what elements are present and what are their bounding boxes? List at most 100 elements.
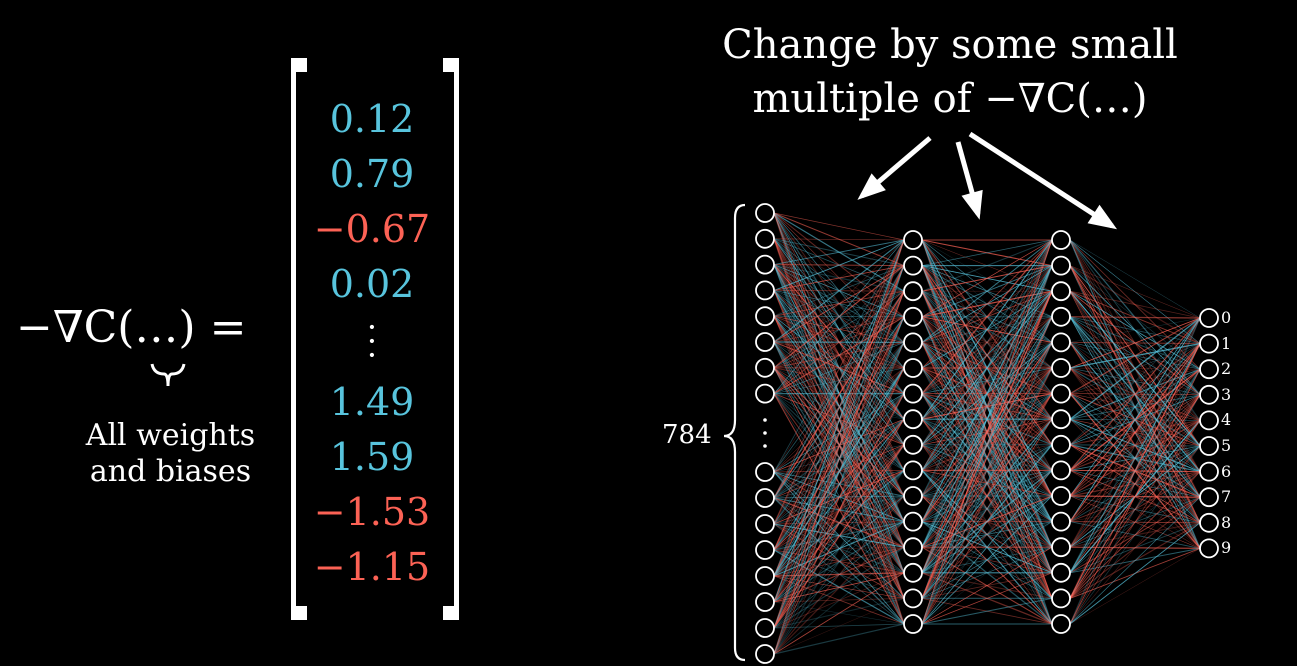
neuron (1051, 588, 1071, 609)
neuron (755, 488, 775, 508)
vector-entry: 0.02 (329, 262, 415, 306)
vector-entry: −1.53 (313, 490, 431, 534)
connection (773, 315, 905, 497)
neuron (903, 281, 923, 302)
connection (773, 342, 905, 603)
output-digit-label: 8 (1221, 512, 1232, 532)
connection (921, 239, 1053, 395)
input-count-label: 784 (662, 420, 712, 450)
connection (773, 342, 905, 394)
connection (773, 341, 905, 471)
neuron (903, 588, 923, 609)
arrow-head-icon (857, 173, 886, 200)
connection (1069, 343, 1201, 599)
connection (921, 393, 1053, 625)
output-layer (1199, 308, 1219, 559)
neuron (1051, 332, 1071, 353)
neuron (1051, 255, 1071, 276)
neuron (755, 280, 775, 301)
connection (773, 239, 905, 629)
neuron (903, 255, 923, 276)
hidden-layer-2 (1051, 230, 1071, 634)
connection (921, 393, 1053, 574)
caption-line-2: and biases (89, 454, 252, 489)
neuron (903, 358, 923, 378)
output-digit-label: 5 (1221, 436, 1232, 455)
neuron (1051, 614, 1071, 634)
neuron (903, 486, 923, 506)
connection (773, 239, 905, 577)
connection (921, 265, 1053, 522)
connection (773, 393, 905, 655)
input-ellipsis (763, 418, 767, 448)
connection (773, 238, 905, 241)
neuron (903, 537, 923, 558)
vector-entry: 0.79 (329, 152, 415, 196)
connection (921, 290, 1053, 471)
connection (773, 367, 905, 599)
connection (773, 521, 905, 655)
input-layer (755, 203, 775, 664)
connection (1069, 290, 1201, 370)
connection (1069, 394, 1201, 625)
connection (773, 316, 905, 577)
vector-entry: 0.12 (329, 97, 415, 141)
neuron (1051, 434, 1071, 455)
connection (773, 393, 905, 523)
vector-entry: −0.67 (313, 207, 431, 251)
neuron (755, 566, 775, 586)
neuron (1199, 436, 1219, 456)
neuron (755, 254, 775, 275)
connection (773, 239, 905, 473)
connection (773, 316, 905, 629)
connection (773, 598, 905, 655)
connection (773, 239, 905, 291)
connection (921, 265, 1053, 625)
output-digit-label: 2 (1221, 359, 1232, 379)
connection (1069, 317, 1201, 446)
connection (1069, 316, 1201, 344)
connection (921, 521, 1053, 625)
connection (1069, 369, 1201, 522)
neuron (1199, 333, 1219, 354)
connection (773, 291, 905, 655)
connection (1069, 317, 1201, 343)
connection (1069, 317, 1201, 420)
connection (921, 470, 1053, 599)
neuron (1051, 486, 1071, 506)
connection (1069, 420, 1201, 625)
connection (921, 444, 1053, 625)
neuron (1051, 281, 1071, 302)
connection (921, 419, 1053, 625)
neuron (903, 511, 923, 532)
connection (921, 239, 1053, 420)
neuron (1051, 230, 1071, 250)
neuron (1199, 461, 1219, 482)
connection (773, 316, 905, 625)
connection (773, 367, 905, 625)
vector-entry: 1.49 (329, 380, 415, 424)
connection (773, 546, 905, 655)
arrow-head-icon (1087, 204, 1118, 230)
vector-entry: −1.15 (313, 545, 431, 589)
underbrace-icon (150, 363, 186, 387)
neuron (1051, 358, 1071, 378)
connection (921, 239, 1053, 369)
neuron (1051, 511, 1071, 532)
connection (773, 419, 905, 655)
output-digit-label: 7 (1221, 487, 1232, 507)
input-brace-icon (723, 203, 746, 662)
connection (921, 239, 1053, 548)
right-bracket (443, 58, 459, 620)
connection (1069, 317, 1201, 548)
title-line-1: Change by some small (722, 22, 1178, 68)
connection (1069, 317, 1201, 497)
connection (1069, 265, 1201, 319)
connection (773, 572, 905, 629)
output-digit-label: 6 (1221, 461, 1232, 481)
connection (921, 393, 1053, 599)
connection (1069, 522, 1201, 625)
neuron (903, 409, 923, 430)
connection (921, 290, 1053, 599)
hidden-layer-1 (903, 230, 923, 634)
